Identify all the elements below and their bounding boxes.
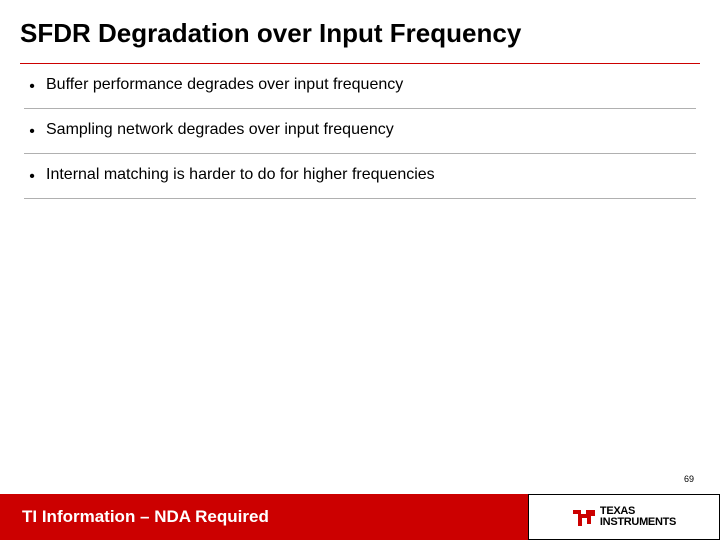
bullet-item: • Buffer performance degrades over input… [24, 64, 696, 106]
bullet-text: Sampling network degrades over input fre… [40, 121, 394, 139]
content-area: • Buffer performance degrades over input… [0, 64, 720, 199]
footer-left-text: TI Information – NDA Required [22, 507, 269, 527]
bullet-dot: • [24, 166, 40, 186]
title-text: SFDR Degradation over Input Frequency [20, 18, 521, 48]
footer-left: TI Information – NDA Required [0, 494, 528, 540]
bullet-block: • Buffer performance degrades over input… [24, 64, 696, 109]
bullet-dot: • [24, 76, 40, 96]
bullet-dot: • [24, 121, 40, 141]
footer-logo-area: TEXAS INSTRUMENTS [528, 494, 720, 540]
slide-title: SFDR Degradation over Input Frequency [0, 0, 720, 63]
bullet-item: • Sampling network degrades over input f… [24, 109, 696, 151]
bullet-block: • Sampling network degrades over input f… [24, 109, 696, 154]
page-number: 69 [684, 474, 694, 484]
ti-logo-text: TEXAS INSTRUMENTS [600, 506, 676, 528]
bullet-text: Internal matching is harder to do for hi… [40, 166, 435, 184]
bullet-block: • Internal matching is harder to do for … [24, 154, 696, 199]
bullet-text: Buffer performance degrades over input f… [40, 76, 403, 94]
footer: TI Information – NDA Required TEXAS INST… [0, 494, 720, 540]
bullet-item: • Internal matching is harder to do for … [24, 154, 696, 196]
slide-container: SFDR Degradation over Input Frequency • … [0, 0, 720, 540]
ti-logo-line2: INSTRUMENTS [600, 517, 676, 528]
ti-logo-icon [572, 506, 596, 528]
